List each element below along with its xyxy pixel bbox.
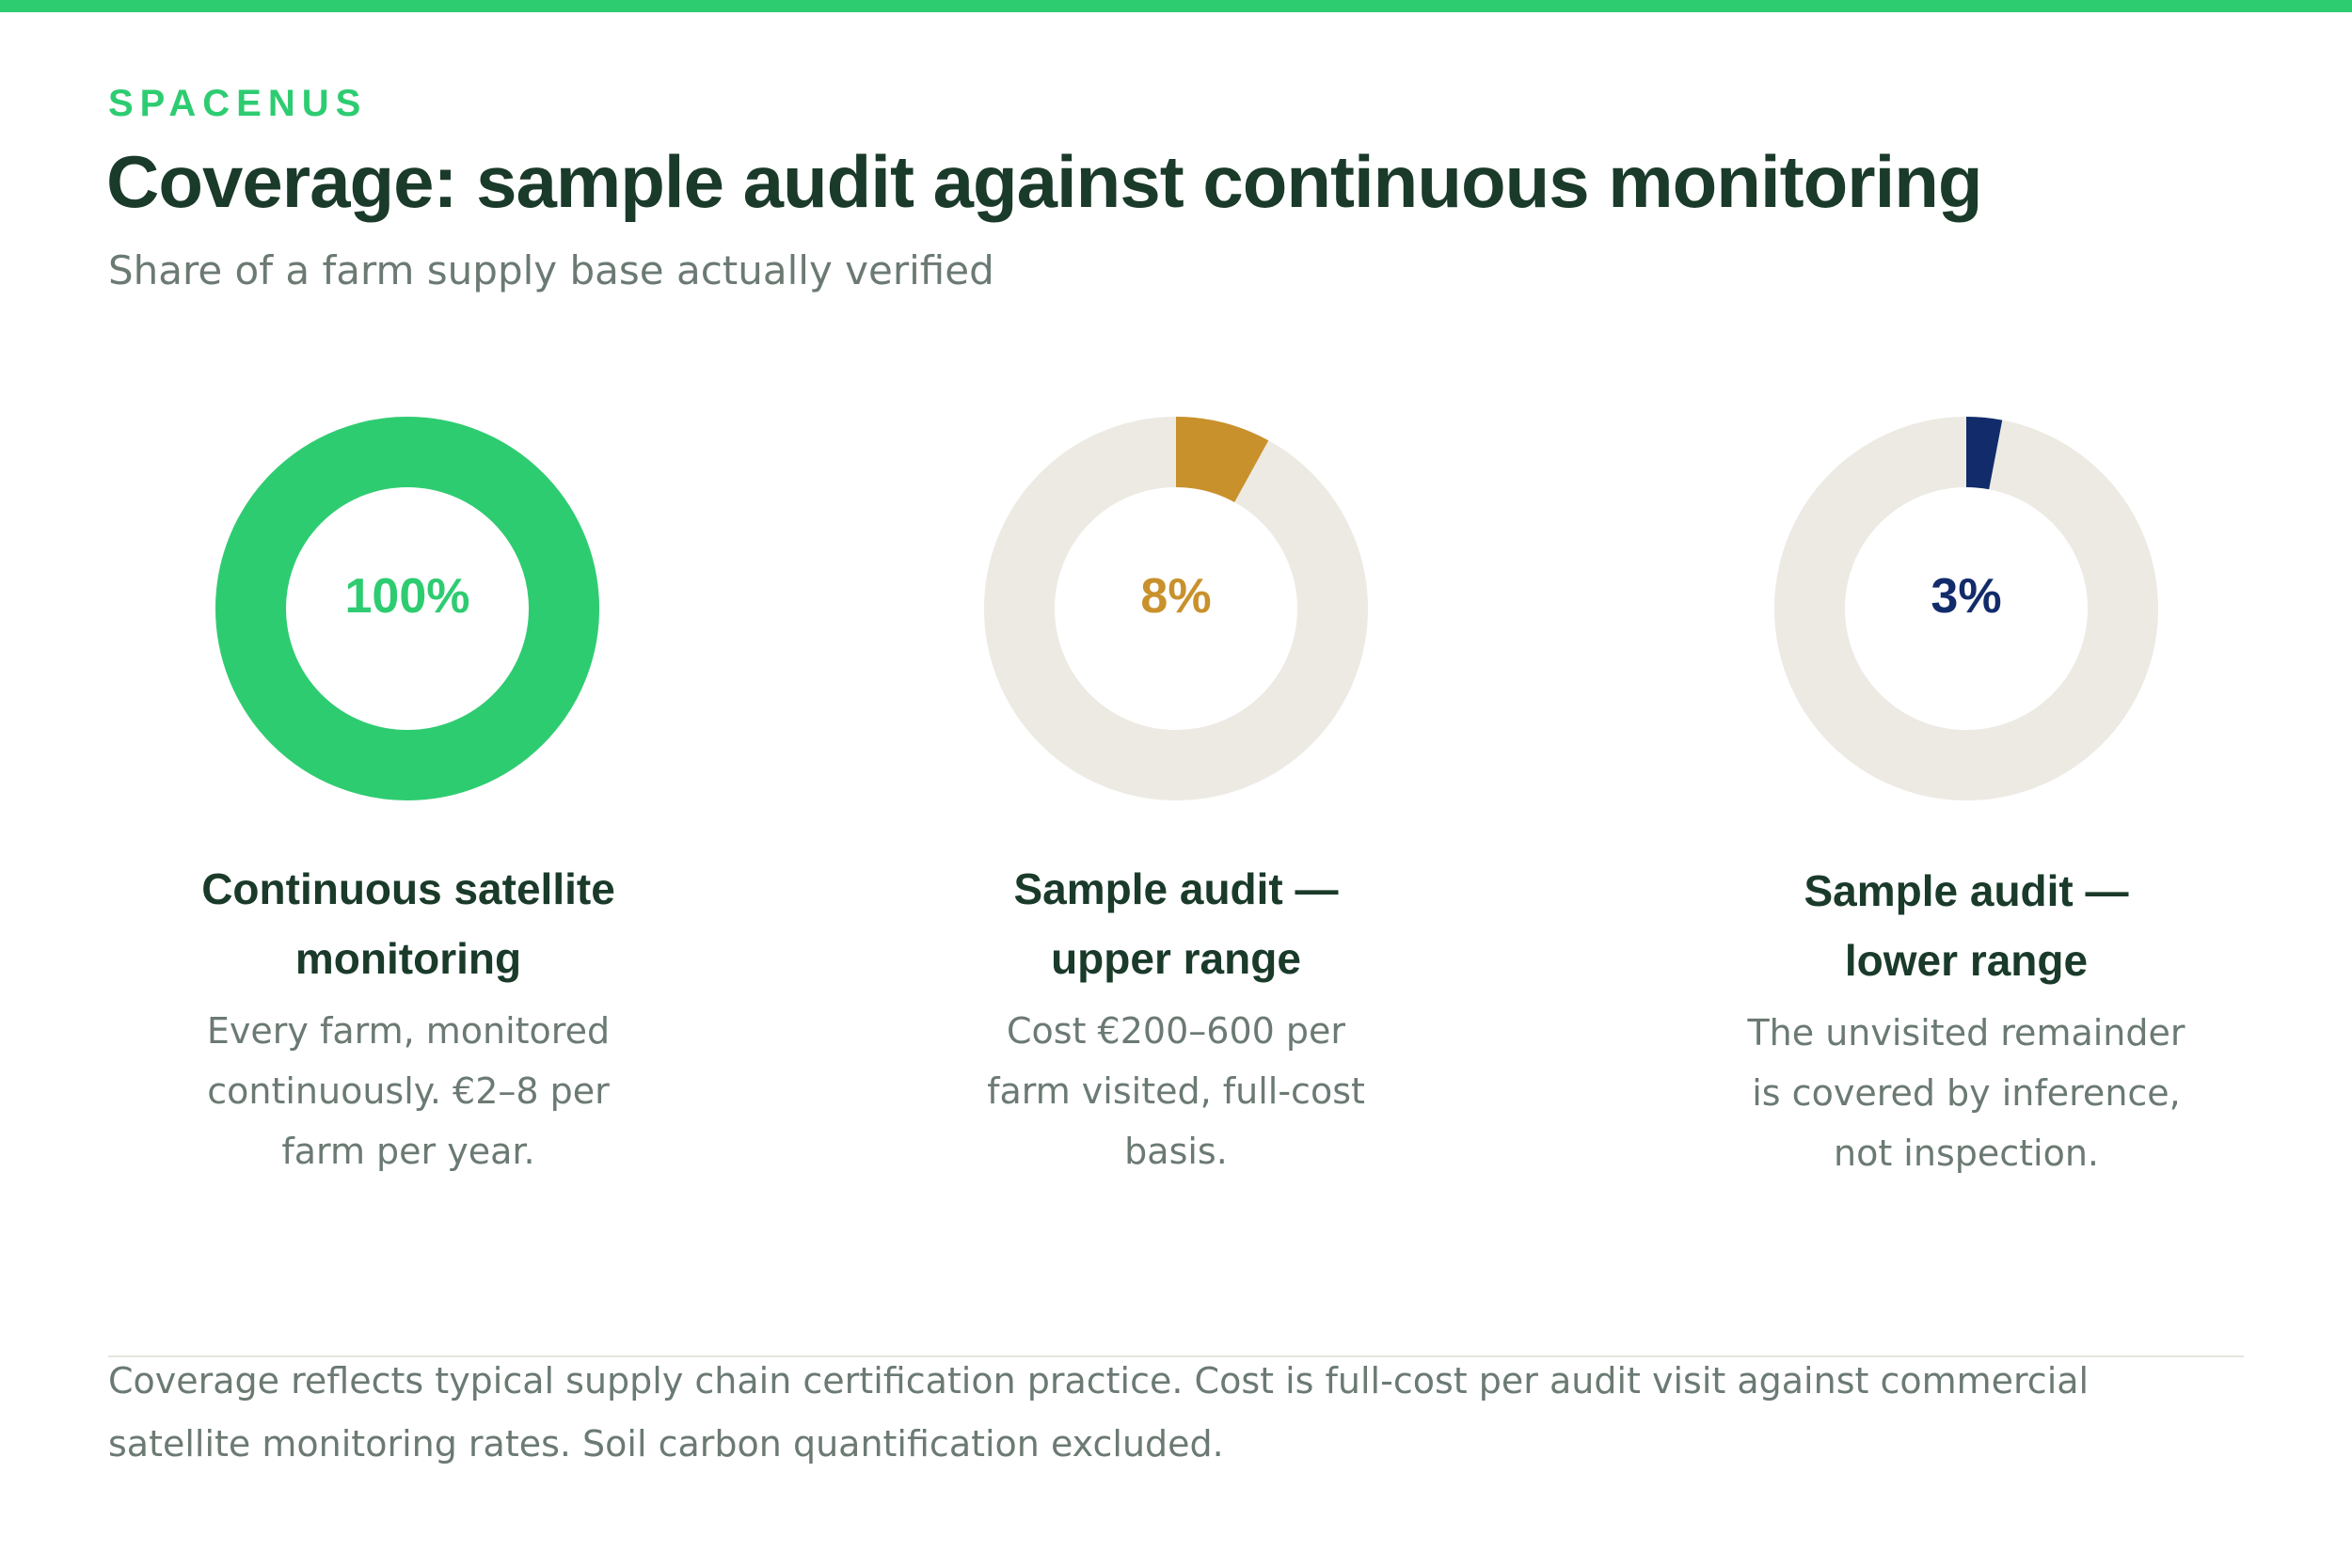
footnote-line: Coverage reflects typical supply chain c… <box>108 1360 2090 1402</box>
card-title-line: monitoring <box>294 934 522 983</box>
card-sample-audit-upper: Sample audit — upper range Cost €200–600… <box>837 854 1515 1181</box>
card-title: Sample audit — lower range <box>1628 856 2305 995</box>
card-title-line: Sample audit — <box>1804 866 2129 915</box>
card-title: Sample audit — upper range <box>837 854 1515 993</box>
card-desc-line: continuously. €2–8 per <box>207 1070 610 1112</box>
donut-1: 8% <box>984 417 1368 800</box>
donut-0: 100% <box>215 417 599 800</box>
brand-label: SPACENUS <box>108 83 368 124</box>
card-description: Cost €200–600 per farm visited, full-cos… <box>837 1001 1515 1181</box>
donut-2: 3% <box>1774 417 2158 800</box>
donut-slice <box>215 417 599 800</box>
card-title-line: Sample audit — <box>1013 864 1339 913</box>
card-desc-line: is covered by inference, <box>1752 1072 2181 1114</box>
page-title: Coverage: sample audit against continuou… <box>106 140 1983 223</box>
card-sample-audit-lower: Sample audit — lower range The unvisited… <box>1628 856 2305 1183</box>
card-continuous-monitoring: Continuous satellite monitoring Every fa… <box>70 854 747 1181</box>
card-title: Continuous satellite monitoring <box>70 854 747 993</box>
donut-value-label: 3% <box>1931 569 2001 624</box>
footer-divider <box>108 1355 2244 1357</box>
card-title-line: Continuous satellite <box>201 864 615 913</box>
footnote-line: satellite monitoring rates. Soil carbon … <box>108 1423 1224 1465</box>
card-description: Every farm, monitored continuously. €2–8… <box>70 1001 747 1181</box>
top-accent-bar <box>0 0 2352 12</box>
donut-slice <box>1966 417 2003 490</box>
page-subtitle: Share of a farm supply base actually ver… <box>108 247 994 293</box>
card-desc-line: basis. <box>1124 1131 1228 1172</box>
card-desc-line: Every farm, monitored <box>206 1010 611 1052</box>
card-desc-line: Cost €200–600 per <box>1007 1010 1345 1052</box>
card-description: The unvisited remainder is covered by in… <box>1628 1003 2305 1183</box>
card-desc-line: farm per year. <box>281 1131 535 1172</box>
donut-value-label: 100% <box>345 569 470 624</box>
card-desc-line: farm visited, full-cost <box>987 1070 1365 1112</box>
card-desc-line: The unvisited remainder <box>1747 1012 2185 1053</box>
donut-value-label: 8% <box>1140 569 1211 624</box>
footnote: Coverage reflects typical supply chain c… <box>108 1350 2263 1476</box>
card-desc-line: not inspection. <box>1833 1132 2099 1174</box>
card-title-line: upper range <box>1051 934 1301 983</box>
donut-slice <box>1176 417 1269 502</box>
card-title-line: lower range <box>1844 936 2089 985</box>
